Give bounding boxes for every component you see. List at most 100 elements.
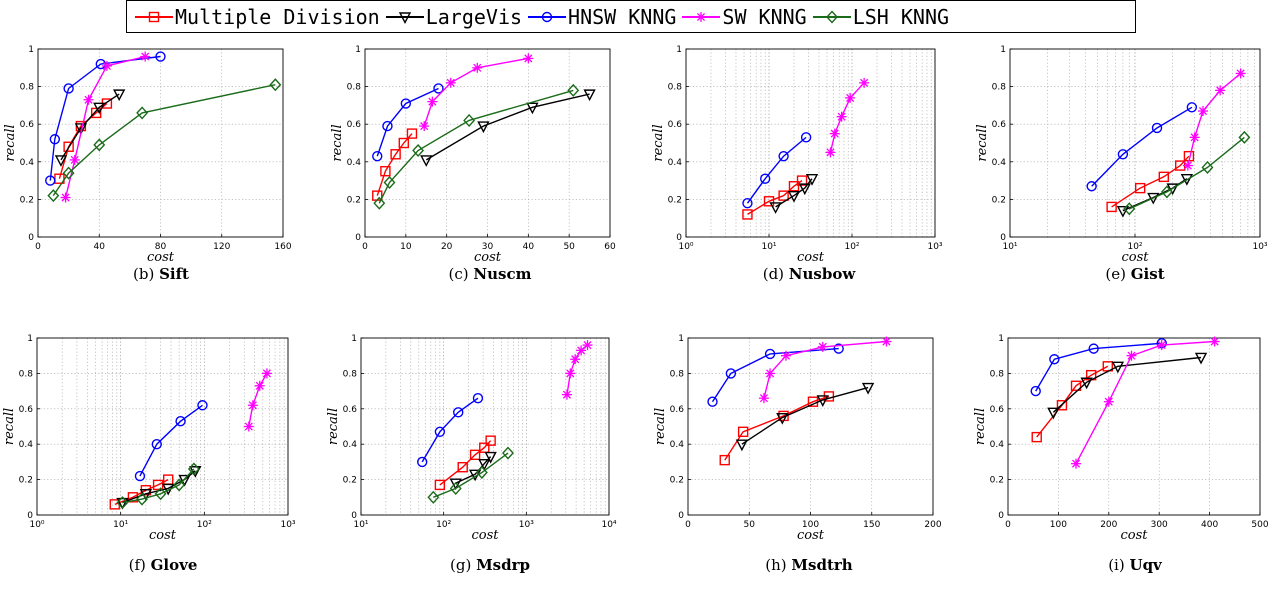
y-axis-label: recall — [653, 408, 668, 445]
y-tick-label: 0.4 — [990, 440, 1005, 450]
y-tick-label: 1 — [28, 45, 34, 55]
data-point — [463, 113, 476, 127]
y-axis-label: recall — [2, 408, 17, 445]
series-multiple-division — [372, 128, 418, 201]
legend-item-hnsw-knng: HNSW KNNG — [526, 5, 676, 29]
data-point — [140, 51, 151, 62]
data-point — [1134, 182, 1146, 194]
series-line — [1187, 72, 1242, 166]
caption-name: Msdtrh — [791, 556, 853, 574]
data-point — [576, 345, 587, 356]
series-line — [1129, 136, 1245, 210]
data-point — [881, 336, 892, 347]
series-line — [829, 82, 865, 153]
data-point — [419, 121, 430, 132]
y-tick-label: 0.6 — [668, 120, 683, 130]
chart-nuscm: 0 10 20 30 40 50 60 0 0.2 0.4 0.6 0.8 1 cost recall — [330, 45, 616, 265]
y-tick-label: 1 — [27, 334, 33, 344]
data-point — [247, 400, 258, 411]
x-tick-label: 10² — [197, 520, 212, 530]
legend-label: Multiple Division — [175, 4, 380, 29]
data-point — [1180, 174, 1194, 186]
data-point — [383, 175, 396, 190]
data-point — [1071, 458, 1082, 469]
y-tick-label: 1 — [678, 334, 684, 344]
legend-label: SW KNNG — [722, 4, 807, 29]
data-point — [269, 78, 282, 92]
y-tick-label: 0 — [27, 511, 33, 521]
series-line — [1036, 365, 1109, 438]
x-tick-label: 200 — [924, 520, 941, 530]
data-point — [1160, 185, 1173, 199]
series-multiple-division — [1031, 361, 1113, 443]
data-point — [93, 102, 106, 115]
data-point — [1047, 407, 1060, 420]
legend-swatch-hnsw-knng — [528, 11, 567, 22]
x-tick-label: 10 — [400, 242, 412, 252]
data-point — [479, 442, 490, 453]
data-point — [788, 181, 800, 192]
y-tick-label: 0 — [678, 511, 684, 521]
data-point — [816, 395, 829, 407]
data-point — [1198, 106, 1209, 117]
data-point — [47, 189, 60, 203]
data-point — [49, 134, 61, 145]
data-point — [134, 470, 146, 482]
data-point — [829, 128, 840, 139]
plot-frame — [360, 337, 610, 516]
data-point — [380, 165, 391, 177]
y-tick-label: 0.6 — [990, 405, 1005, 415]
series-line — [1111, 155, 1190, 208]
data-point — [1147, 192, 1160, 205]
x-tick-label: 10⁰ — [678, 242, 693, 252]
data-point — [760, 173, 771, 184]
series-line — [1091, 106, 1193, 187]
series-largevis — [769, 174, 819, 214]
y-tick-label: 0.2 — [668, 195, 682, 205]
x-tick-label: 10³ — [1252, 242, 1267, 252]
data-point — [796, 175, 808, 186]
caption-sift: (b) Sift — [81, 265, 241, 283]
data-point — [93, 138, 106, 152]
data-point — [764, 348, 776, 360]
series-line — [122, 468, 195, 504]
y-tick-label: 0.4 — [19, 440, 34, 450]
series-sw-knng — [419, 53, 534, 132]
y-axis-label: recall — [326, 408, 341, 445]
y-axis-label: recall — [651, 124, 666, 161]
series-line — [1052, 356, 1202, 413]
caption-nuscm: (c) Nuscm — [410, 265, 570, 283]
data-point — [845, 92, 856, 103]
legend-label: HNSW KNNG — [568, 4, 677, 29]
x-tick-label: 40 — [94, 242, 106, 252]
data-point — [561, 389, 572, 400]
series-multiple-division — [54, 98, 113, 184]
data-point — [74, 123, 88, 135]
y-tick-label: 0.8 — [347, 83, 362, 93]
y-tick-label: 0.6 — [670, 405, 685, 415]
gridlines — [686, 49, 935, 237]
data-point — [1086, 181, 1097, 192]
x-tick-label: 80 — [155, 242, 167, 252]
data-point — [243, 421, 254, 432]
data-point — [427, 96, 438, 107]
data-point — [173, 478, 186, 492]
data-point — [45, 175, 56, 186]
data-point — [1215, 85, 1226, 96]
data-point — [178, 474, 191, 487]
data-point — [475, 465, 488, 480]
chart-nusbow: 10⁰ 10¹ 10² 10³ 0 0.2 0.4 0.6 0.8 1 cost recall — [651, 45, 943, 265]
x-tick-label: 120 — [213, 242, 230, 252]
data-point — [1209, 336, 1220, 347]
data-point — [478, 458, 491, 471]
chart-uqv: 0 100 200 300 400 500 0 0.2 0.4 0.6 0.8 1 cost recall — [973, 334, 1269, 543]
y-tick-label: 0 — [28, 233, 34, 243]
y-tick-label: 0.4 — [347, 158, 362, 168]
x-axis-label: cost — [797, 250, 825, 265]
x-tick-label: 0 — [1005, 520, 1011, 530]
data-point — [526, 102, 539, 115]
series-hnsw-knng — [1086, 102, 1198, 192]
y-tick-label: 0.2 — [347, 195, 361, 205]
series-lsh-knng — [1123, 130, 1251, 216]
y-tick-label: 0.8 — [670, 369, 685, 379]
